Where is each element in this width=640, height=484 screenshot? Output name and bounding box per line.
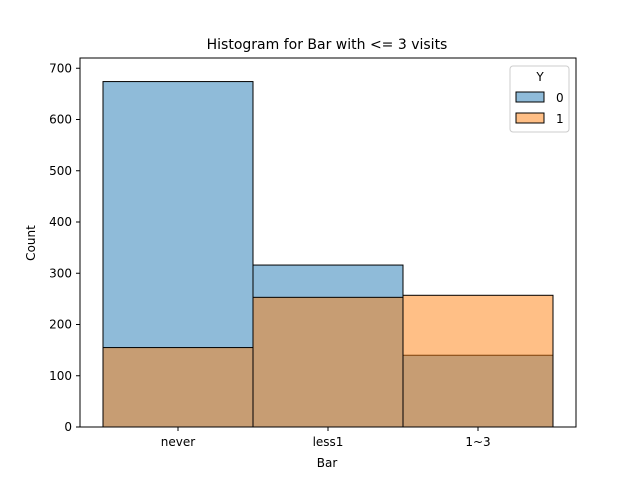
axes-layer: 0 100 200 300 400 500 600 700 never less1 1~3 — [49, 57, 577, 449]
bar-1-never — [102, 347, 254, 428]
chart-title: Histogram for Bar with <= 3 visits — [207, 37, 448, 53]
y-tick-label: 100 — [49, 369, 72, 383]
y-tick-label: 400 — [49, 215, 72, 229]
legend-label-0: 0 — [556, 91, 564, 105]
legend-label-1: 1 — [556, 112, 564, 126]
x-tick-label: 1~3 — [465, 435, 490, 449]
y-tick-label: 500 — [49, 164, 72, 178]
legend: Y 0 1 — [509, 65, 570, 133]
y-tick-label: 300 — [49, 266, 72, 280]
y-tick-label: 700 — [49, 61, 72, 75]
bar-1-less1 — [252, 296, 404, 428]
x-axis-label: Bar — [317, 456, 338, 470]
legend-title: Y — [535, 70, 544, 84]
bar-1-1~3 — [402, 294, 554, 428]
x-tick-label: less1 — [313, 435, 344, 449]
y-tick-label: 0 — [64, 420, 72, 434]
x-tick-label: never — [161, 435, 195, 449]
legend-swatch-1 — [515, 112, 545, 124]
y-tick-label: 200 — [49, 318, 72, 332]
legend-swatch-0 — [515, 91, 545, 103]
bars-layer — [102, 81, 554, 428]
y-tick-label: 600 — [49, 113, 72, 127]
y-axis-label: Count — [24, 225, 38, 261]
